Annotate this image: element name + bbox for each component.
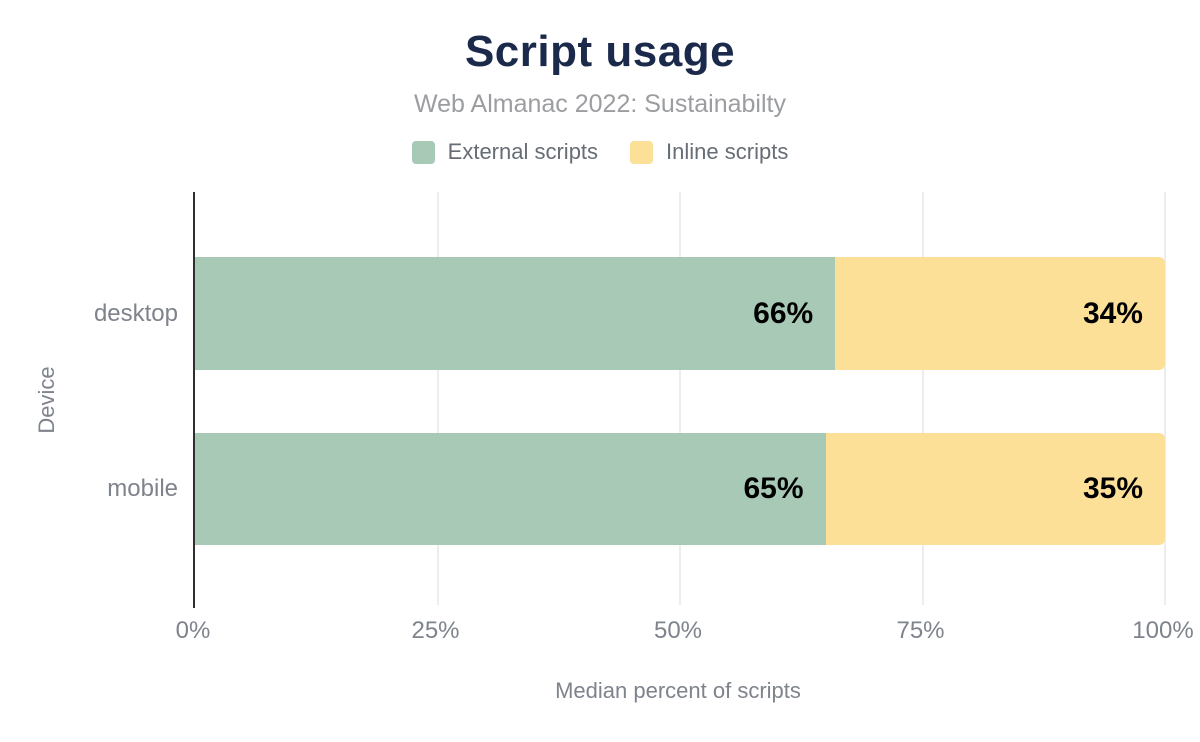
- bar-row-desktop: 66% 34%: [195, 257, 1165, 370]
- bar-segment-mobile-0: 65%: [195, 433, 826, 545]
- x-axis-tick-label: 75%: [896, 617, 945, 644]
- x-axis-tick-label: 0%: [175, 617, 211, 644]
- gridline: [921, 192, 924, 605]
- x-axis-title: Median percent of scripts: [555, 678, 801, 703]
- legend-item-1: Inline scripts: [630, 139, 788, 165]
- legend: External scripts Inline scripts: [0, 139, 1200, 165]
- bar-segment-desktop-0: 66%: [195, 257, 836, 370]
- bar-segment-desktop-1: 34%: [835, 257, 1165, 370]
- y-axis-label-mobile: mobile: [107, 475, 178, 502]
- legend-item-0: External scripts: [411, 139, 599, 165]
- bar-row-mobile: 65% 35%: [195, 433, 1165, 545]
- legend-label: External scripts: [447, 139, 599, 164]
- legend-label: Inline scripts: [666, 139, 789, 164]
- chart-title: Script usage: [464, 27, 736, 76]
- plot-area: 66% 34% 65% 35%: [193, 192, 1166, 608]
- chart-subtitle: Web Almanac 2022: Sustainabilty: [414, 90, 786, 118]
- gridline: [436, 192, 439, 605]
- legend-swatch-icon: [630, 140, 654, 164]
- gridline: [1164, 192, 1166, 605]
- x-axis-tick-label: 50%: [653, 617, 703, 644]
- x-axis-tick-label: 100%: [1132, 617, 1194, 644]
- y-axis-labels: desktop mobile: [40, 192, 178, 608]
- y-axis-label-desktop: desktop: [93, 299, 178, 327]
- bar-segment-mobile-1: 35%: [825, 433, 1165, 545]
- gridline: [679, 192, 681, 605]
- x-axis-tick-label: 25%: [411, 617, 460, 644]
- legend-swatch-icon: [411, 140, 435, 164]
